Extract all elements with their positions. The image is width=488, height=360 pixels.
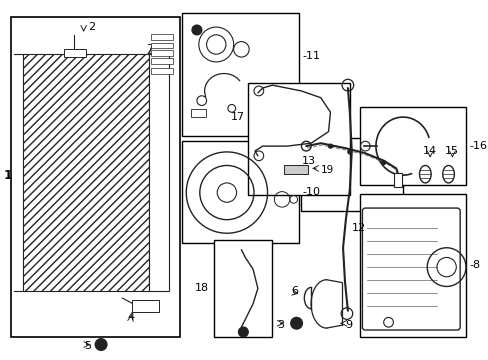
Bar <box>284 165 307 174</box>
Text: 1: 1 <box>3 169 12 182</box>
Bar <box>149 54 168 291</box>
Text: -10: -10 <box>302 187 320 197</box>
Text: 12: 12 <box>351 224 365 233</box>
FancyBboxPatch shape <box>132 300 159 312</box>
Text: 9: 9 <box>344 320 351 330</box>
Bar <box>151 42 172 48</box>
Text: 4: 4 <box>127 312 134 323</box>
Bar <box>151 68 172 73</box>
Text: 7: 7 <box>146 44 153 54</box>
Circle shape <box>328 144 332 148</box>
Bar <box>359 107 465 185</box>
Circle shape <box>290 318 302 329</box>
Bar <box>151 58 172 64</box>
Circle shape <box>192 25 202 35</box>
Bar <box>359 194 465 337</box>
FancyBboxPatch shape <box>64 49 85 57</box>
Bar <box>151 50 172 56</box>
Circle shape <box>95 339 107 350</box>
Circle shape <box>381 161 385 165</box>
Bar <box>214 240 272 337</box>
Bar <box>151 34 172 40</box>
Text: 6: 6 <box>290 286 297 296</box>
Bar <box>301 138 402 211</box>
Circle shape <box>347 150 351 154</box>
Text: 5: 5 <box>84 342 91 351</box>
Bar <box>248 83 349 194</box>
Bar <box>393 173 401 187</box>
Text: 2: 2 <box>88 22 96 32</box>
Text: -16: -16 <box>469 141 487 151</box>
FancyBboxPatch shape <box>362 208 459 330</box>
Text: -11: -11 <box>302 51 320 61</box>
Text: 19: 19 <box>320 165 333 175</box>
Text: 14: 14 <box>422 146 436 156</box>
Bar <box>182 141 298 243</box>
Text: 17: 17 <box>230 112 244 122</box>
Bar <box>191 109 205 117</box>
Text: 13: 13 <box>301 156 315 166</box>
Text: -8: -8 <box>469 260 480 270</box>
Bar <box>22 54 148 291</box>
Bar <box>11 17 180 337</box>
Text: 3: 3 <box>277 320 284 330</box>
Bar <box>182 13 298 136</box>
Text: 18: 18 <box>195 283 209 293</box>
Circle shape <box>238 327 248 337</box>
Text: 15: 15 <box>444 146 458 156</box>
